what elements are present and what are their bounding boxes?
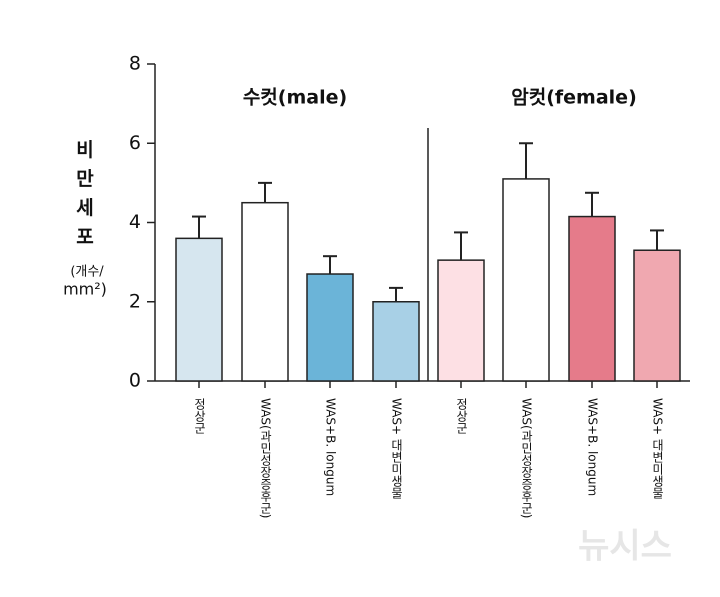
bar (306, 273, 354, 382)
bar (568, 215, 616, 382)
bar (175, 237, 223, 382)
y-unit: (개수/ (70, 265, 104, 280)
y-tick-label: 2 (129, 290, 141, 312)
x-tick-label: WAS+ 대변미생물 (390, 398, 404, 499)
bar (241, 201, 289, 382)
x-tick-label: 정상군 (193, 398, 207, 434)
x-tick-label: WAS+B. longum (586, 398, 600, 496)
x-tick-label: WAS+ 대변미생물 (651, 398, 665, 499)
y-tick-label: 8 (129, 53, 141, 75)
bar (372, 301, 420, 382)
bar (502, 178, 550, 382)
x-tick-label: 정상군 (455, 398, 469, 434)
group-label: 암컷(female) (511, 87, 637, 109)
bar (437, 259, 485, 382)
x-tick-label: WAS+B. longum (324, 398, 338, 496)
y-unit: mm²) (63, 280, 107, 299)
x-tick-label: WAS(과민성장증후군) (520, 398, 534, 518)
y-tick-label: 4 (129, 211, 141, 233)
bar (633, 249, 681, 382)
y-tick-label: 6 (129, 132, 141, 154)
x-tick-label: WAS(과민성장증후군) (259, 398, 273, 518)
group-label: 수컷(male) (243, 87, 347, 109)
y-tick-label: 0 (129, 370, 141, 392)
watermark: 뉴시스 (578, 527, 672, 567)
